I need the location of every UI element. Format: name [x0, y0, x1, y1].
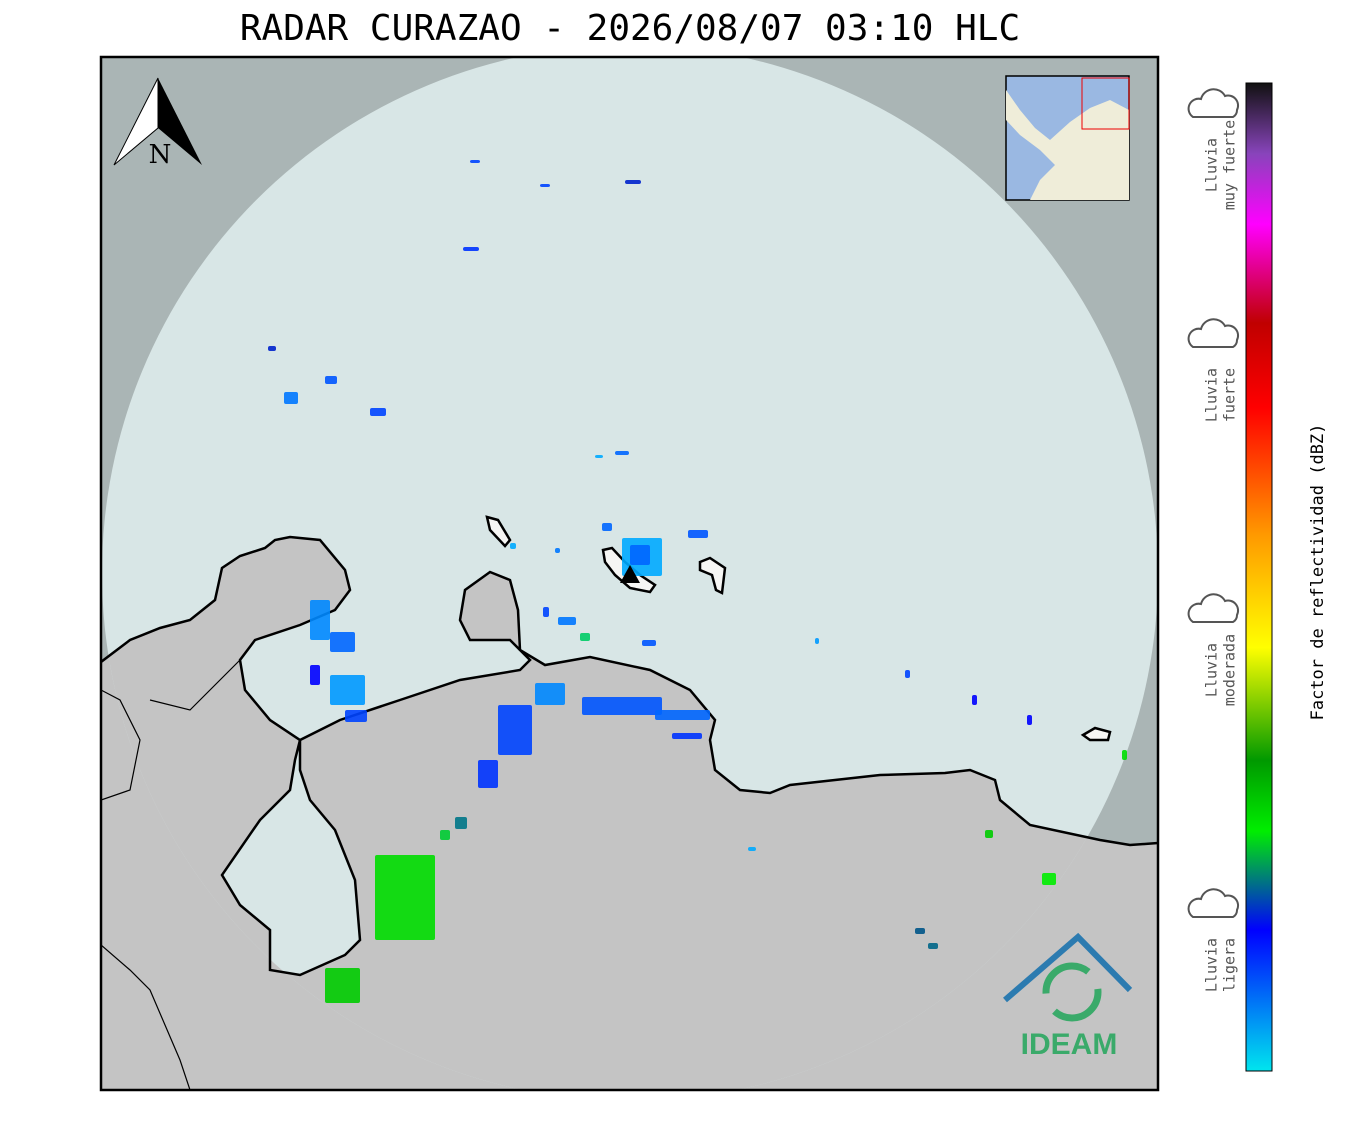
echo: [284, 392, 298, 404]
island: [1080, 726, 1112, 742]
echo: [748, 847, 756, 851]
echo: [672, 733, 702, 739]
echo: [580, 633, 590, 641]
echo: [655, 710, 710, 720]
echo: [370, 408, 386, 416]
echo: [625, 180, 641, 184]
echo: [510, 543, 516, 549]
rain-label: moderada: [1221, 634, 1239, 706]
lake-shore: [220, 739, 362, 977]
echo: [642, 640, 656, 646]
colorbar: [1245, 82, 1273, 1072]
colorbar-label: Factor de reflectividad (dBZ): [1308, 424, 1328, 721]
inset-box: [1081, 77, 1130, 130]
echo: [325, 968, 360, 1003]
rain-label: ligera: [1221, 938, 1239, 992]
echo: [985, 830, 993, 838]
rain-level: Lluvia ligera: [1187, 888, 1240, 992]
lake: [222, 740, 360, 975]
rain-level: Lluvia moderada: [1187, 593, 1240, 706]
rain-label: fuerte: [1221, 368, 1239, 422]
rain-level: Lluvia fuerte: [1187, 318, 1240, 422]
echo: [470, 160, 480, 163]
coastline: [101, 535, 1158, 847]
echo: [455, 817, 467, 829]
echo: [905, 670, 910, 678]
echo: [615, 451, 629, 455]
echo: [325, 376, 337, 384]
echo: [498, 705, 532, 755]
echo: [915, 928, 925, 934]
north-arrow: N: [113, 77, 202, 170]
echo: [330, 632, 355, 652]
echo: [558, 617, 576, 625]
echo: [1122, 750, 1127, 760]
echo: [478, 760, 498, 788]
logo: IDEAM: [1003, 932, 1133, 1061]
echo: [555, 548, 560, 553]
rain-label: Lluvia: [1203, 938, 1221, 992]
cloud-icon: [1187, 888, 1240, 918]
echo: [310, 665, 320, 685]
logo-swirl: [1042, 962, 1102, 1022]
echoes: [268, 160, 1127, 1003]
cloud-icon: [1187, 318, 1240, 348]
echo: [815, 638, 819, 644]
rain-label: muy fuerte: [1221, 120, 1239, 210]
echo: [540, 184, 550, 187]
map-frame: [99, 55, 1160, 1092]
echo: [1027, 715, 1032, 725]
cloud-icon: [1187, 88, 1240, 118]
echo: [582, 697, 662, 715]
north-label: N: [149, 140, 172, 170]
rain-label: Lluvia: [1203, 138, 1221, 192]
cloud-icon: [1187, 593, 1240, 623]
echo: [602, 523, 612, 531]
echo: [375, 855, 435, 940]
echo: [310, 600, 330, 640]
logo-roof: [1003, 932, 1133, 1003]
rain-level: Lluvia muy fuerte: [1187, 88, 1240, 210]
title: RADAR CURAZAO - 2026/08/07 03:10 HLC: [240, 8, 1020, 49]
echo: [463, 247, 479, 251]
rain-label: Lluvia: [1203, 643, 1221, 697]
border: [101, 659, 241, 1090]
echo: [535, 683, 565, 705]
echo: [440, 830, 450, 840]
inset-land: [1006, 90, 1129, 200]
echo: [345, 710, 367, 722]
echo: [330, 675, 365, 705]
bonaire: [698, 556, 727, 595]
inset: [1005, 75, 1130, 201]
echo: [543, 607, 549, 617]
echo: [688, 530, 708, 538]
aruba: [485, 515, 512, 548]
map-area: N IDEAM: [101, 57, 1158, 1090]
echo: [1042, 873, 1056, 885]
echo: [268, 346, 276, 351]
echo: [595, 455, 603, 458]
rain-label: Lluvia: [1203, 368, 1221, 422]
echo: [972, 695, 977, 705]
radar-site: [620, 565, 640, 583]
logo-text: IDEAM: [1021, 1028, 1118, 1061]
echo: [630, 545, 650, 565]
arrow-right: [158, 78, 202, 165]
echo: [928, 943, 938, 949]
